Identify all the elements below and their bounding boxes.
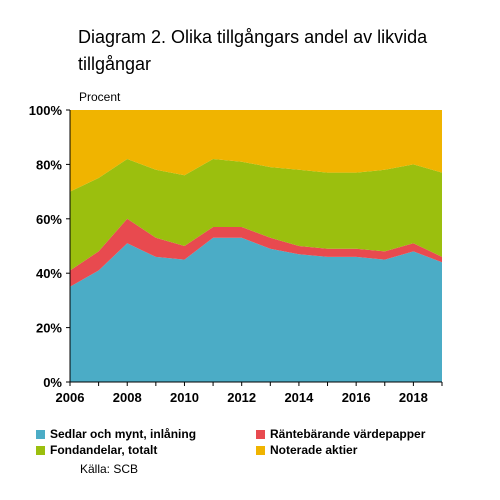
legend-swatch-2 (256, 430, 265, 439)
x-tick-label: 2018 (399, 390, 428, 405)
x-tick-label: 2012 (227, 390, 256, 405)
legend-label-3: Fondandelar, totalt (50, 443, 158, 457)
chart-title: Diagram 2. Olika tillgångars andel av li… (78, 27, 428, 74)
y-tick-label: 40% (36, 266, 62, 281)
area-series-4 (70, 110, 442, 192)
x-tick-labels: 2006 2008 2010 2012 2014 2016 2018 (56, 390, 428, 405)
y-tick-label: 0% (43, 375, 62, 390)
legend-label-2: Räntebärande värdepapper (270, 427, 426, 441)
source-note: Källa: SCB (80, 462, 139, 476)
series-areas (70, 110, 442, 382)
legend-item-3: Fondandelar, totalt (36, 443, 157, 457)
y-tick-label: 100% (29, 103, 63, 118)
area-series-2 (70, 218, 442, 287)
y-tick-label: 80% (36, 157, 62, 172)
y-tick-label: 60% (36, 212, 62, 227)
x-tick-label: 2010 (170, 390, 199, 405)
y-tick-labels: 0% 20% 40% 60% 80% 100% (29, 103, 63, 390)
x-tick-label: 2016 (342, 390, 371, 405)
x-tick-label: 2008 (113, 390, 142, 405)
y-tick-label: 20% (36, 321, 62, 336)
area-series-1 (70, 237, 442, 382)
legend-item-2: Räntebärande värdepapper (256, 427, 425, 441)
x-tick-label: 2014 (284, 390, 314, 405)
legend-item-4: Noterade aktier (256, 443, 357, 457)
legend-label-1: Sedlar och mynt, inlåning (50, 427, 197, 441)
legend-swatch-4 (256, 446, 265, 455)
legend-swatch-3 (36, 446, 45, 455)
x-tick-label: 2006 (56, 390, 85, 405)
legend-item-1: Sedlar och mynt, inlåning (36, 427, 196, 441)
legend-label-4: Noterade aktier (270, 443, 358, 457)
chart-subtitle: Procent (79, 90, 121, 104)
legend-swatch-1 (36, 430, 45, 439)
area-series-3 (70, 159, 442, 271)
axes (66, 109, 443, 386)
